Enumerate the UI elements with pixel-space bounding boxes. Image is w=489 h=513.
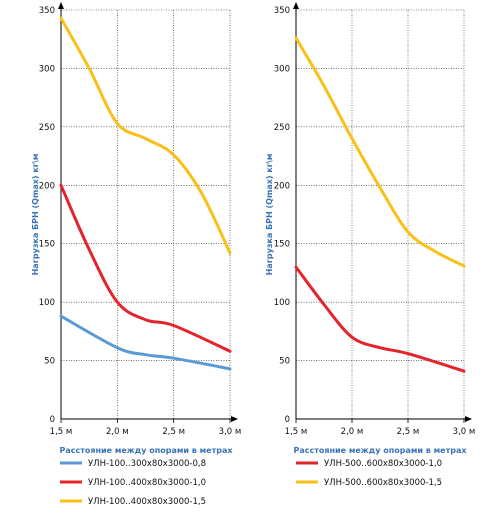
y-tick-label: 100 (274, 298, 290, 308)
legend-label-1: УЛН-500..600х80х3000-1,5 (324, 478, 442, 488)
legend-label-2: УЛН-100..400х80х3000-1,5 (88, 497, 206, 507)
y-tick-label: 150 (274, 240, 290, 250)
x-tick-label: 3,0 м (453, 427, 476, 437)
legend-label-0: УЛН-100..300х80х3000-0,8 (88, 459, 206, 469)
x-tick-label: 3,0 м (219, 427, 242, 437)
series-line-0 (294, 265, 466, 373)
y-tick-label: 300 (274, 64, 290, 74)
x-axis-arrow-icon (231, 416, 238, 422)
y-tick-label: 100 (39, 298, 55, 308)
y-tick-label: 200 (39, 181, 55, 191)
y-axis-arrow-icon (293, 2, 299, 9)
y-tick-label: 350 (39, 6, 55, 16)
x-tick-label: 2,0 м (341, 427, 364, 437)
x-axis-arrow-icon (465, 416, 472, 422)
y-tick-label: 250 (274, 123, 290, 133)
series-line-1 (59, 183, 232, 353)
y-tick-label: 350 (274, 6, 290, 16)
y-tick-label: 0 (285, 415, 290, 425)
y-axis-arrow-icon (58, 2, 64, 9)
y-axis-title: Нагрузка БРН (Qmax) кг\м (31, 154, 40, 276)
x-tick-label: 2,5 м (162, 427, 185, 437)
x-axis-title: Расстояние между опорами в метрах (59, 446, 233, 455)
y-tick-label: 150 (39, 240, 55, 250)
y-tick-label: 300 (39, 64, 55, 74)
legend-label-0: УЛН-500..600х80х3000-1,0 (324, 459, 442, 469)
y-tick-label: 200 (274, 181, 290, 191)
x-tick-label: 2,5 м (397, 427, 420, 437)
y-tick-label: 250 (39, 123, 55, 133)
series-line-1 (294, 36, 466, 268)
x-tick-label: 1,5 м (50, 427, 73, 437)
y-axis-title: Нагрузка БРН (Qmax) кг\м (265, 154, 274, 276)
x-axis-title: Расстояние между опорами в метрах (293, 446, 467, 455)
x-tick-label: 1,5 м (285, 427, 308, 437)
series-line-0 (59, 314, 232, 371)
legend-label-1: УЛН-100..400х80х3000-1,0 (88, 478, 206, 488)
series-line-2 (59, 16, 232, 255)
chart-left: 0 50 100 150 200 250 300 350 1,5 м 2,0 м 2,5 м 3,0 … (31, 2, 241, 507)
y-tick-label: 50 (44, 357, 55, 367)
y-tick-label: 0 (50, 415, 55, 425)
chart-right: 0 50 100 150 200 250 300 350 1,5 м 2,0 м 2,5 м 3,0 … (265, 2, 475, 488)
x-tick-label: 2,0 м (106, 427, 129, 437)
y-tick-label: 50 (279, 357, 290, 367)
